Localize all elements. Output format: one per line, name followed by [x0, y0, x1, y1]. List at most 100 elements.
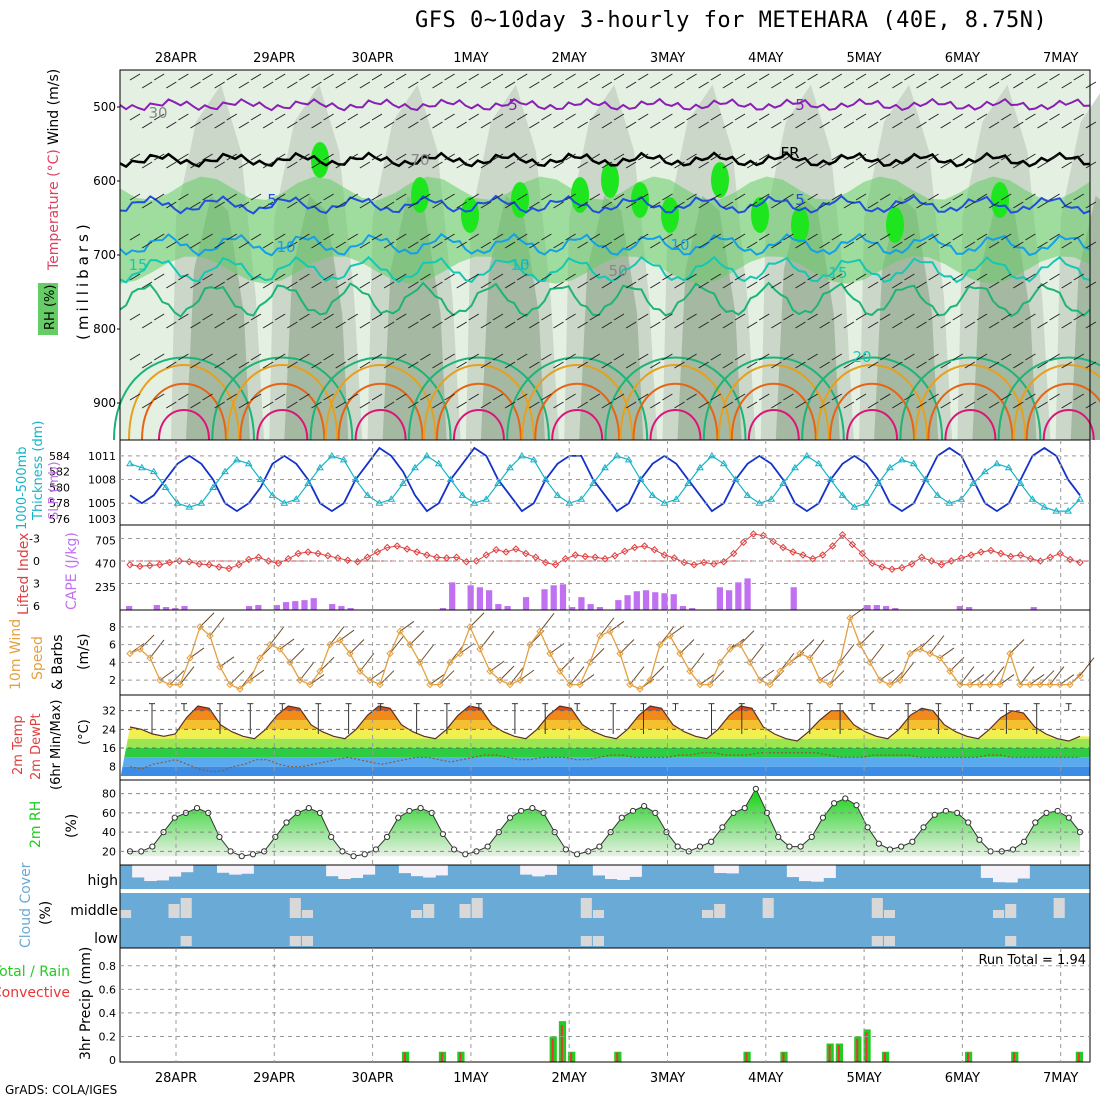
wind-barb: [250, 313, 262, 321]
cloud-middle-box: [289, 898, 301, 918]
wind-barb: [250, 73, 262, 81]
wind-barb: [504, 281, 516, 289]
wind-barb: [335, 361, 346, 369]
wind-barb: [698, 161, 709, 169]
wind-barb: [710, 233, 722, 241]
cloud-low-box: [180, 936, 192, 946]
wind-barb: [420, 393, 431, 401]
top-date-label: 29APR: [253, 51, 295, 66]
wind-barb: [444, 193, 455, 201]
wind-barb: [1025, 193, 1036, 201]
cloud-middle-box: [580, 898, 592, 918]
wind-barb: [1073, 113, 1085, 121]
temp-color-band: [120, 738, 1090, 748]
wind-barb: [698, 201, 709, 209]
wind-barb: [758, 233, 770, 241]
wind-barb: [601, 81, 613, 89]
wind-barb: [395, 153, 407, 161]
wind-barb: [1037, 201, 1048, 209]
wind-barb: [153, 73, 165, 81]
wind-barb: [504, 241, 516, 249]
wind-barb: [892, 361, 903, 369]
wind-barb: [129, 193, 141, 201]
wind-barb: [783, 393, 794, 401]
wind-speed-point: [846, 614, 854, 622]
wind-barb: [190, 201, 201, 209]
wind-barb: [1000, 233, 1012, 241]
wind-barb: [637, 113, 649, 121]
wind-barb: [238, 81, 250, 89]
wind-barb: [311, 281, 322, 289]
legend-temperature: Temperature (°C): [46, 149, 62, 271]
precip-conv-bar: [782, 1052, 785, 1062]
wind-barb: [565, 193, 576, 201]
rh-point: [696, 843, 704, 850]
wind-barb: [879, 393, 891, 401]
lifted-index-point: [611, 552, 619, 560]
wind-barb: [964, 161, 976, 169]
wind-barb: [190, 281, 201, 289]
wind-barb: [625, 361, 637, 369]
wind-barb: [601, 321, 613, 329]
wind-speed-point: [596, 632, 604, 640]
wind-barb: [855, 353, 867, 361]
wind-barb: [432, 81, 443, 89]
wind-barb: [444, 273, 455, 281]
wind-barb: [541, 353, 552, 361]
wind-speed-point: [146, 654, 154, 662]
wind-speed-point: [226, 680, 234, 689]
wind-barb: [637, 153, 649, 161]
wind-speed-point: [1076, 671, 1084, 680]
wind-barb: [734, 193, 746, 201]
wind-speed-point: [626, 680, 634, 689]
wind-barb: [904, 153, 915, 161]
cloud-low-box: [1005, 936, 1017, 946]
wind-barb: [565, 113, 576, 121]
wind-speed-point: [646, 676, 654, 684]
wind-barb: [456, 121, 467, 129]
wind-barb: [456, 201, 467, 209]
cloud-high-gap: [544, 865, 557, 875]
wind-barb: [758, 113, 770, 121]
wind-barb: [577, 401, 588, 409]
wind-barb: [758, 193, 770, 201]
wind-barb: [1037, 401, 1048, 409]
wind-barb: [892, 161, 903, 169]
cloud-middle-box: [1005, 904, 1017, 918]
cape-bar: [596, 607, 603, 610]
wind-barb: [529, 121, 540, 129]
wind-barb: [795, 201, 806, 209]
cloud-high-gap: [811, 865, 824, 882]
cloud-middle-box: [714, 904, 726, 918]
wind-barb: [904, 113, 915, 121]
wind-barb: [480, 401, 492, 409]
thickness-point: [838, 491, 847, 498]
thickness-point: [137, 463, 146, 471]
wind-barb: [613, 353, 625, 361]
wind-barb: [843, 161, 855, 169]
wind-speed-point: [836, 658, 844, 667]
thickness-point: [992, 459, 1001, 467]
wind-barb: [589, 273, 601, 281]
wind-barb: [129, 313, 141, 321]
wind-barb-10m: [169, 670, 185, 685]
wind-barb: [432, 361, 443, 369]
wind-tick-label: 4: [109, 656, 116, 669]
wind-barb: [359, 281, 371, 289]
wind-speed-point: [906, 649, 914, 658]
thickness-point: [1040, 503, 1049, 510]
rh-point: [171, 814, 178, 821]
wind-barb: [153, 273, 165, 281]
wind-barb: [383, 321, 395, 329]
wind-barb: [202, 273, 213, 281]
wind-barb: [250, 113, 262, 121]
temp-arch-contour: [899, 356, 1042, 441]
cloud-low-box: [592, 936, 604, 946]
panel-frame-cape: [119, 524, 1091, 611]
wind-barb: [371, 193, 383, 201]
legend-wind: Wind (m/s): [46, 69, 62, 145]
wind-barb: [226, 193, 238, 201]
lifted-index-point: [1066, 555, 1074, 564]
wind-barb: [843, 281, 855, 289]
wind-barb: [371, 273, 383, 281]
